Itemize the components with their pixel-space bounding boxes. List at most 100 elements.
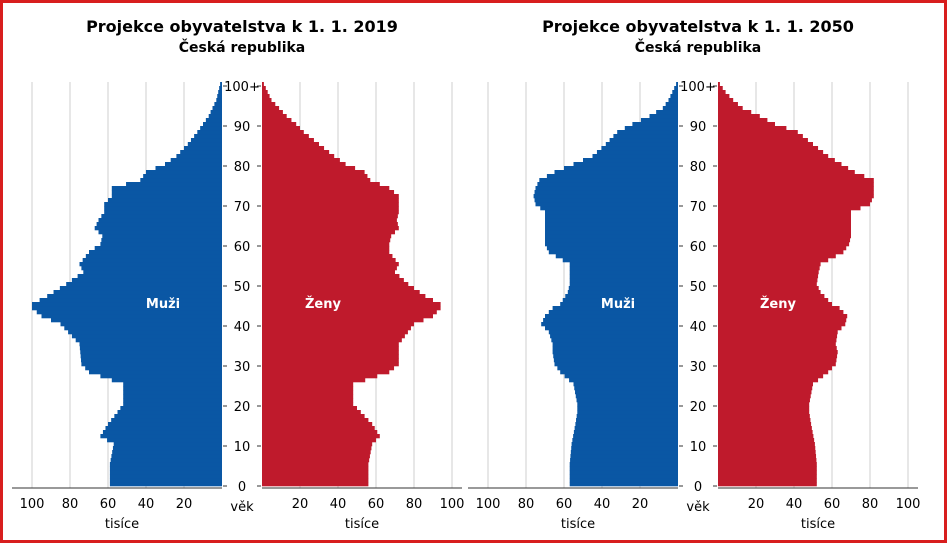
bar-women-age-76: [718, 178, 874, 183]
bar-women-age-10: [262, 442, 373, 447]
age-tick-label: 40: [234, 320, 251, 335]
bar-women-age-39: [262, 326, 411, 331]
bar-men-age-12: [100, 434, 222, 439]
age-tick-label: 50: [234, 280, 251, 295]
series-label-men: Muži: [146, 297, 180, 312]
x-tick-label: 60: [100, 497, 117, 512]
bar-women-age-64: [262, 226, 399, 231]
bar-men-age-44: [552, 306, 678, 311]
bar-men-age-58: [89, 250, 222, 255]
bar-men-age-56: [82, 258, 223, 263]
bar-women-age-68: [718, 210, 851, 215]
x-axis-label-left: tisíce: [561, 517, 595, 532]
bar-men-age-49: [59, 286, 222, 291]
bar-women-age-31: [718, 358, 837, 363]
bar-women-age-88: [718, 130, 798, 135]
age-tick-label: 30: [690, 360, 707, 375]
bar-men-age-65: [96, 222, 222, 227]
bar-men-age-53: [569, 270, 678, 275]
bar-women-age-90: [718, 122, 775, 127]
bar-men-age-24: [574, 386, 678, 391]
bar-women-age-53: [718, 270, 819, 275]
bar-men-age-77: [143, 174, 222, 179]
bar-men-age-57: [85, 254, 222, 259]
bar-women-age-56: [718, 258, 829, 263]
bar-women-age-39: [718, 326, 842, 331]
bar-men-age-44: [32, 306, 222, 311]
bar-women-age-51: [718, 278, 818, 283]
bar-women-age-0: [262, 482, 369, 487]
bar-women-age-40: [262, 322, 414, 327]
bar-men-age-79: [564, 166, 678, 171]
bar-women-age-3: [262, 470, 369, 475]
bar-women-age-9: [718, 446, 816, 451]
bar-men-age-66: [545, 218, 678, 223]
x-axis-label-right: tisíce: [345, 517, 379, 532]
bar-men-age-5: [109, 462, 222, 467]
bar-men-age-87: [194, 134, 222, 139]
bar-women-age-69: [262, 206, 399, 211]
bar-women-age-62: [718, 234, 851, 239]
bar-men-age-2: [109, 474, 222, 479]
bar-women-age-5: [718, 462, 817, 467]
bar-women-age-81: [718, 158, 835, 163]
bar-women-age-53: [262, 270, 395, 275]
bar-women-age-92: [718, 114, 760, 119]
bar-women-age-4: [718, 466, 817, 471]
bar-women-age-71: [718, 198, 872, 203]
bar-men-age-31: [553, 358, 678, 363]
bar-men-age-22: [123, 394, 222, 399]
bar-women-age-69: [718, 206, 861, 211]
bar-men-age-34: [79, 346, 222, 351]
bar-women-age-32: [718, 354, 838, 359]
bar-women-age-87: [718, 134, 803, 139]
bar-women-age-22: [262, 394, 354, 399]
bar-men-age-25: [573, 382, 678, 387]
bar-men-age-98: [218, 90, 222, 95]
bar-women-age-40: [718, 322, 846, 327]
pyramid-2019: Projekce obyvatelstva k 1. 1. 2019 Česká…: [12, 17, 464, 532]
bar-women-age-84: [718, 146, 819, 151]
bar-women-age-72: [718, 194, 874, 199]
bar-women-age-63: [262, 230, 395, 235]
bar-men-age-100: [220, 82, 222, 87]
bar-men-age-69: [540, 206, 678, 211]
bar-women-age-50: [718, 282, 817, 287]
bar-men-age-88: [617, 130, 678, 135]
bar-men-age-10: [571, 442, 678, 447]
bar-women-age-29: [718, 366, 832, 371]
bar-men-age-85: [605, 142, 678, 147]
bar-women-age-7: [718, 454, 817, 459]
bar-men-age-3: [569, 470, 678, 475]
age-tick-label: 20: [690, 400, 707, 415]
bar-women-age-95: [262, 102, 276, 107]
bar-women-age-65: [718, 222, 851, 227]
bar-women-age-6: [262, 458, 370, 463]
bar-women-age-85: [262, 142, 319, 147]
bar-men-age-61: [101, 238, 222, 243]
bar-women-age-93: [718, 110, 752, 115]
bar-men-age-48: [53, 290, 223, 295]
bar-women-age-82: [718, 154, 829, 159]
x-tick-label: 20: [176, 497, 193, 512]
bar-men-age-46: [39, 298, 222, 303]
bar-women-age-30: [718, 362, 836, 367]
bar-women-age-45: [262, 302, 441, 307]
bar-women-age-52: [262, 274, 400, 279]
bar-women-age-32: [262, 354, 399, 359]
bar-men-age-2: [569, 474, 678, 479]
bar-men-age-66: [98, 218, 222, 223]
age-axis-label: věk: [230, 500, 254, 515]
bar-women-age-1: [262, 478, 369, 483]
bar-men-age-10: [113, 442, 222, 447]
pyramid-2050: Projekce obyvatelstva k 1. 1. 2050 Česká…: [468, 17, 920, 532]
bar-women-age-70: [718, 202, 870, 207]
bar-men-age-45: [560, 302, 678, 307]
bar-women-age-76: [262, 178, 371, 183]
bar-men-age-84: [184, 146, 222, 151]
bar-men-age-76: [539, 178, 678, 183]
bar-men-age-74: [111, 186, 222, 191]
age-axis-label: věk: [686, 500, 710, 515]
bar-men-age-59: [546, 246, 678, 251]
bar-men-age-82: [176, 154, 222, 159]
